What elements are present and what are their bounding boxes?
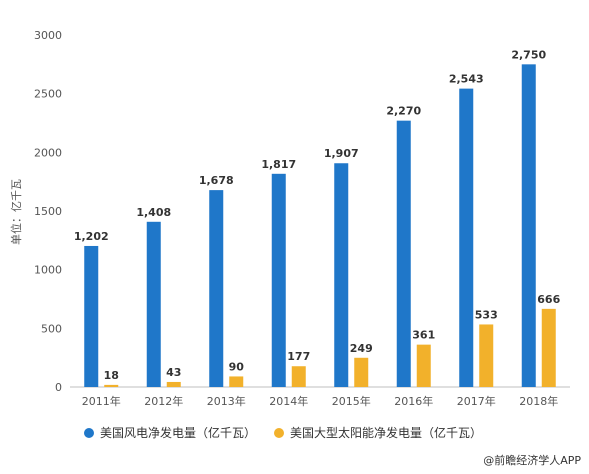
legend-swatch-wind	[84, 427, 94, 438]
data-label-wind: 2,270	[386, 105, 421, 118]
source-credit: @前瞻经济学人APP	[483, 454, 581, 467]
x-tick-label: 2012年	[144, 394, 183, 408]
bar-solar	[291, 366, 306, 387]
bar-wind	[334, 163, 349, 387]
data-label-wind: 1,202	[74, 230, 109, 243]
y-tick-label: 500	[41, 322, 62, 335]
bar-wind	[209, 190, 224, 387]
data-label-solar: 90	[229, 360, 245, 373]
bar-wind	[84, 245, 99, 387]
x-tick-label: 2013年	[207, 394, 246, 408]
data-label-wind: 1,408	[136, 206, 171, 219]
legend: 美国风电净发电量（亿千瓦） 美国大型太阳能净发电量（亿千瓦）	[84, 424, 500, 441]
bar-solar	[104, 384, 119, 387]
y-tick-label: 3000	[34, 29, 62, 42]
y-tick-label: 0	[55, 381, 62, 394]
data-label-solar: 249	[350, 342, 373, 355]
x-tick-label: 2017年	[457, 394, 496, 408]
bar-wind	[271, 173, 286, 387]
data-label-solar: 361	[412, 329, 435, 342]
bar-wind	[459, 88, 474, 387]
x-tick-label: 2015年	[332, 394, 371, 408]
legend-item-solar: 美国大型太阳能净发电量（亿千瓦）	[274, 424, 482, 441]
data-label-wind: 2,543	[449, 73, 484, 86]
bar-solar	[229, 376, 244, 387]
bar-wind	[521, 64, 536, 387]
y-tick-label: 1500	[34, 205, 62, 218]
y-axis-label: 单位：亿千瓦	[9, 179, 23, 245]
bar-solar	[479, 324, 494, 387]
data-label-wind: 2,750	[511, 48, 546, 61]
bar-wind	[146, 221, 161, 387]
x-tick-label: 2014年	[269, 394, 308, 408]
data-label-solar: 18	[104, 369, 119, 382]
data-label-solar: 666	[537, 293, 560, 306]
data-label-solar: 43	[166, 366, 181, 379]
x-tick-label: 2016年	[394, 394, 433, 408]
bar-wind	[396, 120, 411, 388]
data-label-solar: 533	[475, 308, 498, 321]
bar-solar	[166, 381, 181, 387]
data-label-wind: 1,678	[199, 174, 234, 187]
legend-item-wind: 美国风电净发电量（亿千瓦）	[84, 424, 256, 441]
legend-swatch-solar	[274, 427, 285, 438]
legend-label-wind: 美国风电净发电量（亿千瓦）	[100, 426, 257, 440]
legend-label-solar: 美国大型太阳能净发电量（亿千瓦）	[290, 426, 483, 440]
x-tick-label: 2018年	[519, 394, 558, 408]
data-label-wind: 1,907	[324, 147, 359, 160]
data-label-wind: 1,817	[261, 158, 296, 171]
data-label-solar: 177	[287, 350, 310, 363]
y-tick-label: 2000	[34, 146, 62, 159]
x-tick-label: 2011年	[82, 394, 121, 408]
bar-solar	[354, 357, 369, 387]
y-tick-label: 1000	[34, 264, 62, 277]
y-tick-label: 2500	[34, 88, 62, 101]
bar-solar	[416, 344, 431, 387]
bar-solar	[541, 308, 556, 387]
